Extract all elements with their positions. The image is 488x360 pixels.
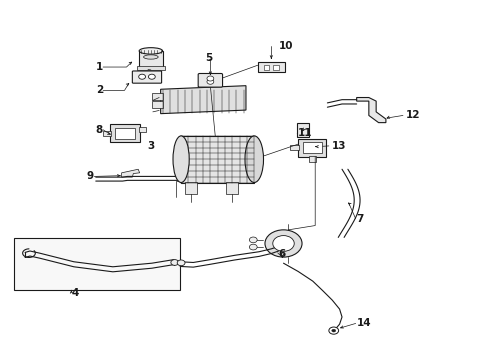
Circle shape: [272, 235, 294, 251]
Bar: [184, 182, 196, 194]
Polygon shape: [356, 98, 385, 123]
Bar: [308, 156, 315, 162]
Polygon shape: [160, 86, 245, 114]
Bar: [110, 125, 140, 142]
Polygon shape: [122, 169, 140, 177]
Text: 8: 8: [96, 125, 103, 135]
Circle shape: [206, 79, 213, 84]
Text: 4: 4: [71, 288, 79, 298]
Text: 12: 12: [405, 111, 419, 121]
Circle shape: [206, 76, 213, 81]
Text: 10: 10: [278, 41, 292, 50]
Bar: [103, 131, 111, 136]
Circle shape: [328, 327, 338, 334]
Bar: [297, 123, 308, 137]
Bar: [289, 145, 298, 150]
Bar: [257, 62, 285, 72]
Circle shape: [148, 74, 155, 79]
Text: 13: 13: [331, 141, 346, 151]
Circle shape: [139, 74, 145, 79]
Bar: [152, 93, 162, 100]
FancyBboxPatch shape: [132, 71, 161, 83]
Bar: [263, 64, 269, 70]
Bar: [273, 64, 279, 70]
Ellipse shape: [143, 55, 158, 59]
Bar: [303, 142, 321, 153]
Text: 14: 14: [356, 319, 370, 328]
Text: 5: 5: [205, 53, 212, 63]
Text: 6: 6: [278, 248, 285, 258]
Bar: [139, 127, 146, 132]
Text: 11: 11: [298, 129, 312, 138]
Bar: [14, 238, 180, 291]
Bar: [139, 51, 162, 67]
Circle shape: [249, 244, 257, 250]
Bar: [226, 182, 238, 194]
Bar: [298, 139, 326, 157]
Text: 9: 9: [86, 171, 93, 181]
FancyBboxPatch shape: [198, 73, 222, 87]
Ellipse shape: [173, 136, 189, 183]
Text: 1: 1: [96, 62, 103, 72]
Circle shape: [170, 260, 178, 265]
Circle shape: [331, 329, 335, 332]
Text: 2: 2: [96, 85, 103, 95]
Bar: [115, 128, 135, 139]
Bar: [137, 66, 164, 70]
Circle shape: [249, 237, 257, 243]
Circle shape: [264, 230, 302, 257]
Text: 3: 3: [147, 141, 154, 151]
Bar: [152, 101, 162, 108]
Ellipse shape: [244, 136, 263, 183]
Polygon shape: [181, 136, 254, 183]
Text: 7: 7: [356, 215, 363, 224]
Ellipse shape: [139, 48, 162, 54]
Circle shape: [177, 260, 184, 266]
